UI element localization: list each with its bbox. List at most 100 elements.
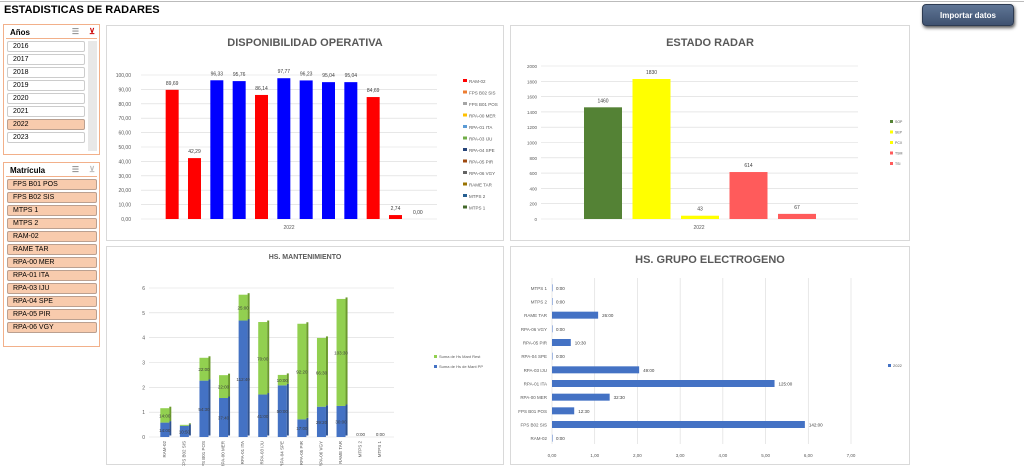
data-label: 30:00	[335, 419, 347, 424]
bar	[210, 80, 224, 219]
slicer-item[interactable]: RPA-03 IJU	[7, 283, 97, 294]
bar	[232, 81, 246, 220]
x-tick-label: FPS B01 POS	[201, 441, 206, 466]
clear-filter-icon[interactable]: ⊻	[89, 165, 95, 174]
y-tick-label: RPA-06 VGY	[521, 327, 547, 332]
bar	[778, 213, 816, 219]
slicer-item[interactable]: RPA-00 MER	[7, 257, 97, 268]
x-tick-label: 2,00	[633, 453, 642, 458]
bar-segment	[297, 323, 307, 420]
bar	[389, 215, 402, 219]
slicer-title: Matrícula	[10, 166, 46, 175]
y-tick-label: 200	[529, 202, 537, 207]
slicer-item[interactable]: 2016	[7, 41, 85, 52]
multi-select-icon[interactable]: ☰	[71, 165, 79, 174]
y-tick-label: 50,00	[118, 145, 131, 151]
data-label: 112:40	[236, 377, 250, 382]
data-label: 103:30	[334, 350, 348, 355]
bar	[552, 339, 571, 346]
slicer-item[interactable]: FPS B01 POS	[7, 179, 97, 190]
slicer-item[interactable]: 2017	[7, 54, 85, 65]
bar-segment-side	[345, 404, 348, 436]
slicer-title: Años	[10, 28, 30, 37]
page-title: ESTADISTICAS DE RADARES	[4, 4, 160, 16]
data-label: 14:00	[159, 413, 171, 418]
data-label: 43	[697, 207, 703, 213]
data-label: 92:20	[296, 370, 308, 375]
data-label: 10:50	[179, 429, 191, 434]
data-label: 25:00	[237, 306, 249, 311]
bar-segment-side	[208, 356, 211, 380]
y-tick-label: 10,00	[118, 203, 131, 209]
legend-label: RPA-05 PIR	[469, 160, 494, 165]
chart-svg: 0 200 400 600 800 1000 1200 1400 1600 1800 2000 146…	[527, 64, 903, 231]
x-tick-label: MTPS 2	[358, 441, 363, 458]
import-data-button[interactable]: Importar datos	[922, 4, 1014, 26]
bar-segment	[160, 422, 170, 437]
top-border	[0, 1, 1024, 2]
legend-swatch	[890, 130, 893, 134]
bar-segment-side	[325, 336, 328, 406]
data-label: 66:30	[316, 370, 328, 375]
y-tick-label: 1200	[527, 125, 538, 130]
data-label: 95,76	[233, 72, 246, 78]
slicer-item[interactable]: 2023	[7, 132, 85, 143]
slicer-item[interactable]: RPA-01 ITA	[7, 270, 97, 281]
bar-segment-side	[286, 383, 289, 436]
slicer-scrollbar[interactable]	[88, 41, 97, 151]
slicer-item[interactable]: 2022	[7, 119, 85, 130]
slicer-item[interactable]: MTPS 2	[7, 218, 97, 229]
chart-svg: 0,00 1,00 2,00 3,00 4,00 5,00 6,00 7,00 RAM-02 0:…	[518, 278, 903, 458]
x-tick-label: 4,00	[718, 453, 727, 458]
slicer-item[interactable]: 2020	[7, 93, 85, 104]
data-label: 26:00	[602, 313, 614, 318]
bar-segment	[238, 320, 248, 437]
y-tick-label: 20,00	[118, 188, 131, 194]
chart-hs-mantenimiento: HS. MANTENIMIENTO 0 1 2 3 4 5 6 14:00 14:00 RAM-02…	[106, 246, 504, 466]
clear-filter-icon[interactable]: ⊻	[89, 27, 95, 36]
y-tick-label: 0,00	[121, 217, 131, 223]
legend-label: Suma de Hs Mant Rest	[439, 354, 481, 359]
slicer-item[interactable]: 2021	[7, 106, 85, 117]
slicer-item[interactable]: RPA-04 SPE	[7, 296, 97, 307]
legend-label: MTPS 1	[469, 206, 486, 211]
data-label: 41:00	[257, 414, 269, 419]
x-tick-label: RAM-02	[162, 441, 167, 458]
slicer-item[interactable]: FPS B02 SIS	[7, 192, 97, 203]
legend-swatch	[463, 182, 467, 186]
x-tick-label: 2022	[693, 225, 704, 231]
chart-hs-grupo-electrogeno: HS. GRUPO ELECTROGENO 0,00 1,00 2,00 3,00 4,0…	[510, 246, 910, 465]
legend-swatch	[463, 159, 467, 163]
data-label: 10:00	[277, 378, 289, 383]
data-label: 17:00	[296, 426, 308, 431]
y-tick-label: 60,00	[118, 131, 131, 137]
x-tick-label: RPA-03 IJU	[260, 441, 265, 464]
data-label: 14:00	[159, 428, 171, 433]
y-tick-label: 1000	[527, 141, 538, 146]
bar-segment	[316, 337, 326, 407]
slicer-item[interactable]: RPA-05 PIR	[7, 309, 97, 320]
chart-svg: 0 1 2 3 4 5 6 14:00 14:00 RAM-02 10:50 FPS B02 SIS 5…	[142, 286, 483, 466]
y-tick-label: 1800	[527, 79, 538, 84]
bar	[299, 80, 313, 219]
y-tick-label: 1	[142, 410, 145, 416]
slicer-item[interactable]: 2018	[7, 67, 85, 78]
bar-segment	[199, 380, 209, 437]
slicer-item[interactable]: MTPS 1	[7, 205, 97, 216]
data-label: 0:00	[556, 354, 565, 359]
slicer-item[interactable]: RAME TAR	[7, 244, 97, 255]
chart-disponibilidad-operativa: DISPONIBILIDAD OPERATIVA 0,00 10,00 20,00 30…	[106, 25, 504, 241]
legend-label: RPA-06 VGY	[469, 171, 495, 176]
y-tick-label: 70,00	[118, 116, 131, 122]
data-label: 96,33	[211, 71, 224, 77]
chart-svg: 0,00 10,00 20,00 30,00 40,00 50,00 60,00 70,00 8…	[116, 69, 498, 231]
data-label: 0:00	[356, 432, 365, 437]
data-label: 0:00	[376, 432, 385, 437]
legend-swatch	[434, 355, 437, 358]
slicer-item[interactable]: RPA-06 VGY	[7, 322, 97, 333]
bar	[552, 421, 805, 428]
legend-label: TSI	[895, 162, 900, 166]
multi-select-icon[interactable]: ☰	[71, 27, 79, 36]
slicer-item[interactable]: RAM-02	[7, 231, 97, 242]
slicer-item[interactable]: 2019	[7, 80, 85, 91]
